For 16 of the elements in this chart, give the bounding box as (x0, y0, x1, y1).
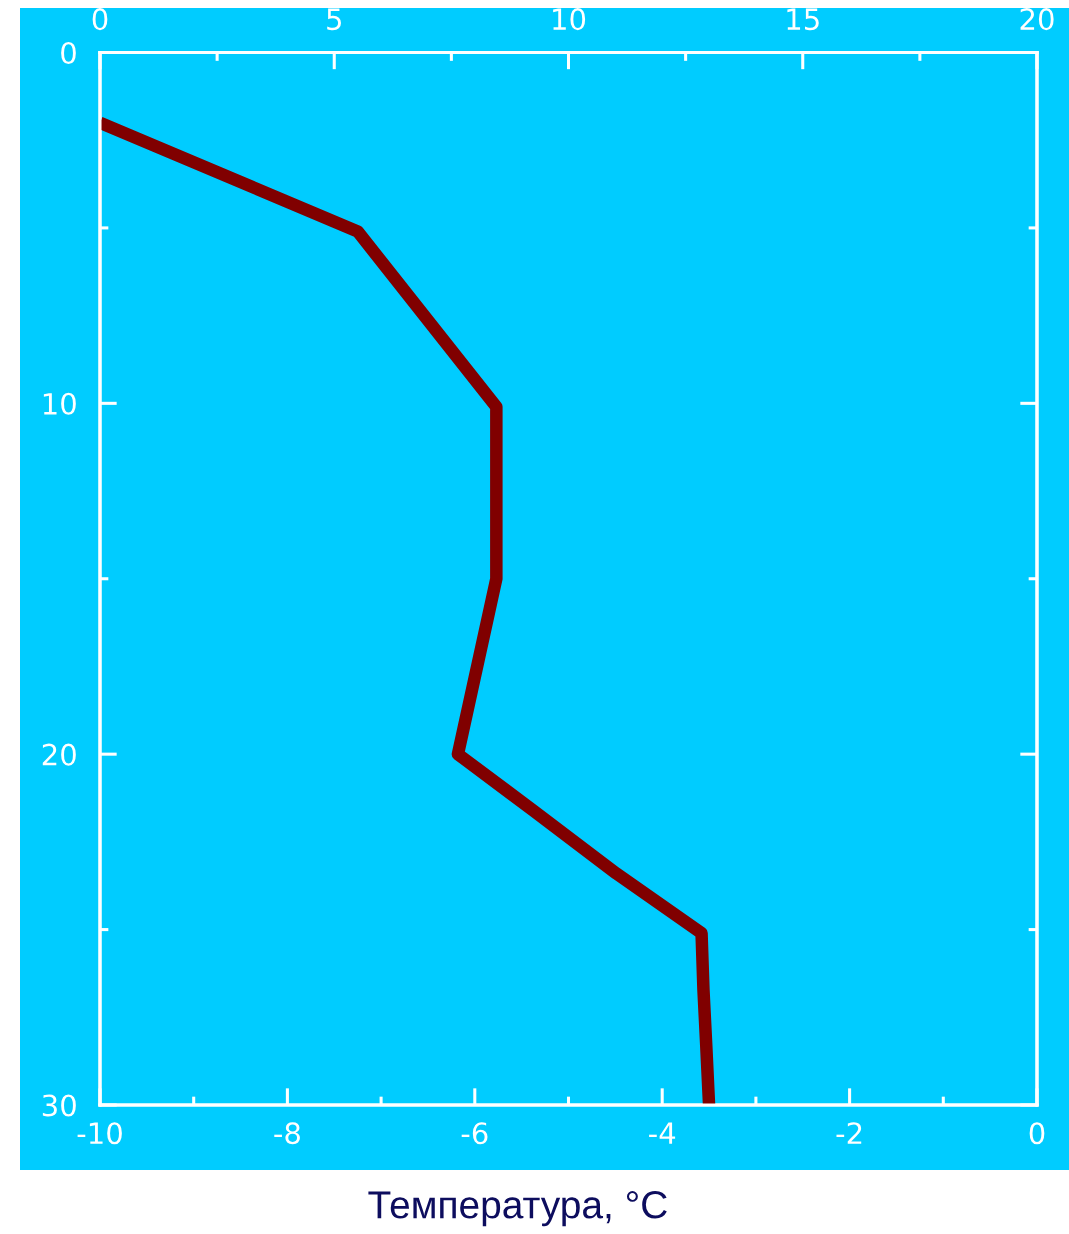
x2-tick-label: 0 (92, 8, 108, 31)
y-tick-label: 30 (42, 1094, 76, 1117)
y-tick-label: 0 (61, 41, 76, 64)
x-tick-label: -2 (836, 1122, 862, 1144)
y-tick-label: 10 (43, 392, 76, 415)
x2-tick-label: 15 (787, 8, 819, 31)
x-axis-title: Температура, °C (368, 1191, 667, 1227)
x-tick-label: -4 (649, 1122, 676, 1144)
x2-tick-label: 10 (553, 8, 586, 31)
x-tick-label: -8 (274, 1122, 300, 1145)
y-tick-label: 20 (42, 743, 76, 766)
x2-tick-label: 5 (327, 8, 341, 31)
x-tick-label: -6 (461, 1122, 488, 1145)
x-tick-label: 0 (1029, 1122, 1045, 1145)
x2-tick-label: 20 (1020, 8, 1054, 31)
x-tick-label: -10 (77, 1122, 122, 1145)
